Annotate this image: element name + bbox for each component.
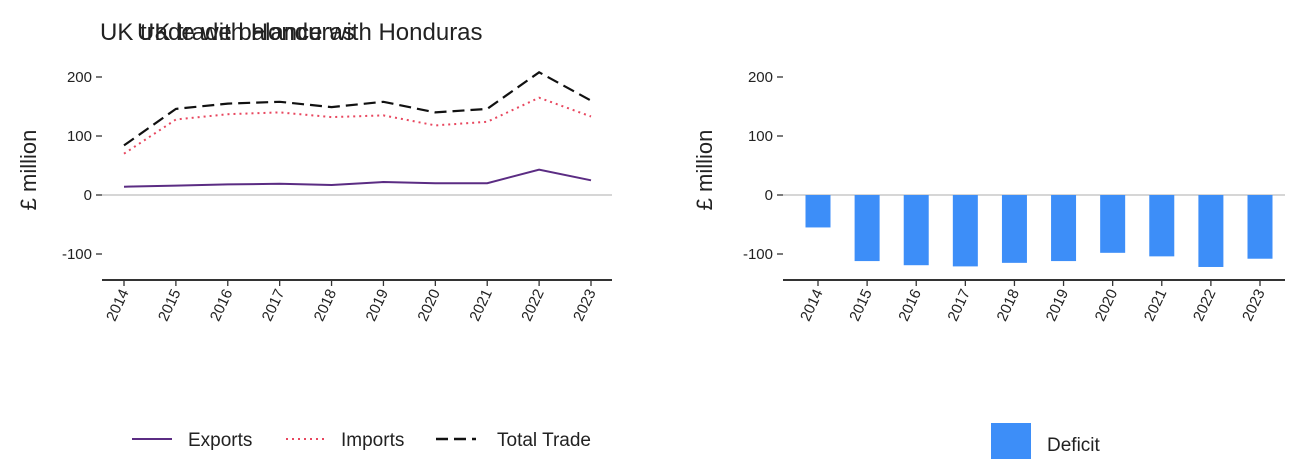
y-tick-label: -100 xyxy=(743,246,773,263)
x-tick-label: 2015 xyxy=(846,287,876,324)
y-tick-label: -100 xyxy=(62,246,92,263)
bar-2020 xyxy=(1100,195,1126,253)
x-tick-label: 2021 xyxy=(1141,287,1171,324)
bar-2021 xyxy=(1149,195,1175,257)
bar-2023 xyxy=(1247,195,1273,259)
y-tick-label: 100 xyxy=(748,128,773,145)
legend-label: Imports xyxy=(341,430,404,451)
chart-title: UK trade with Honduras xyxy=(100,19,355,46)
x-tick-label: 2020 xyxy=(414,287,444,324)
x-tick-label: 2020 xyxy=(1092,287,1122,324)
x-tick-label: 2016 xyxy=(207,287,237,324)
y-axis-label: £ million xyxy=(692,130,717,211)
y-tick-label: 100 xyxy=(67,128,92,145)
bar-2017 xyxy=(952,195,978,267)
x-tick-label: 2018 xyxy=(311,287,341,324)
series-line-total-trade xyxy=(123,71,592,147)
x-tick-label: 2014 xyxy=(797,287,827,324)
x-tick-label: 2022 xyxy=(1190,287,1220,324)
bar-2014 xyxy=(805,195,831,228)
y-axis-label: £ million xyxy=(16,130,41,211)
x-tick-label: 2017 xyxy=(259,287,289,324)
y-tick-label: 0 xyxy=(765,187,773,204)
series-line-imports xyxy=(123,96,592,155)
balance-bar-chart: UK trade balance with Honduras £ million… xyxy=(137,19,1285,459)
x-tick-label: 2022 xyxy=(518,287,548,324)
trade-chart-panel: UK trade with Honduras £ million -100 0 10… xyxy=(16,19,612,451)
y-tick-label: 200 xyxy=(748,69,773,86)
x-tick-label: 2014 xyxy=(103,287,133,324)
legend-label: Deficit xyxy=(1047,435,1101,456)
x-tick-label: 2019 xyxy=(1043,287,1073,324)
x-tick-label: 2017 xyxy=(944,287,974,324)
bar-2019 xyxy=(1051,195,1077,262)
x-tick-label: 2015 xyxy=(155,287,185,324)
balance-chart-panel: UK trade balance with Honduras £ million… xyxy=(137,0,1290,459)
x-tick-label: 2018 xyxy=(994,287,1024,324)
legend-label: Total Trade xyxy=(497,430,591,451)
y-tick-label: 200 xyxy=(67,69,92,86)
x-tick-label: 2023 xyxy=(570,287,600,324)
bar-2016 xyxy=(903,195,929,266)
x-tick-label: 2016 xyxy=(895,287,925,324)
x-tick-label: 2019 xyxy=(363,287,393,324)
legend-key-deficit xyxy=(991,423,1031,459)
trade-line-chart: UK trade with Honduras £ million -100 0 10… xyxy=(16,19,612,451)
bar-2022 xyxy=(1198,195,1224,267)
x-tick-label: 2023 xyxy=(1239,287,1269,324)
bar-2018 xyxy=(1001,195,1027,263)
legend-label: Exports xyxy=(188,430,252,451)
x-tick-label: 2021 xyxy=(466,287,496,324)
chart-title: UK trade balance with Honduras xyxy=(137,19,483,46)
y-tick-label: 0 xyxy=(84,187,92,204)
bar-2015 xyxy=(854,195,880,262)
series-line-exports xyxy=(123,168,592,188)
